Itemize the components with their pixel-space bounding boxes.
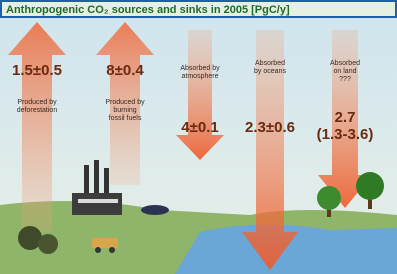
infographic: Anthropogenic CO₂ sources and sinks in 2… <box>0 0 397 274</box>
item-label: Produced by <box>17 99 57 106</box>
item-label: Absorbed by <box>180 65 220 72</box>
item-label: Produced by <box>105 99 145 106</box>
item-label: atmosphere <box>182 73 219 80</box>
ocean <box>175 224 397 274</box>
item-label: burning <box>113 107 136 114</box>
item-value: 2.3±0.6 <box>245 119 295 136</box>
title: Anthropogenic CO₂ sources and sinks in 2… <box>6 4 290 16</box>
item-value: 2.7 <box>335 109 356 126</box>
item-value: 1.5±0.5 <box>12 62 62 79</box>
item-value: (1.3-3.6) <box>317 126 374 143</box>
item-label: Absorbed <box>330 60 360 67</box>
item-label: deforestation <box>17 107 58 114</box>
item-label: Absorbed <box>255 60 285 67</box>
item-label: by oceans <box>254 68 286 75</box>
item-label: on land <box>334 68 357 75</box>
item-label: ??? <box>339 76 351 83</box>
item-label: fossil fuels <box>109 115 142 122</box>
item-value: 8±0.4 <box>106 62 144 79</box>
item-value: 4±0.1 <box>181 119 218 136</box>
